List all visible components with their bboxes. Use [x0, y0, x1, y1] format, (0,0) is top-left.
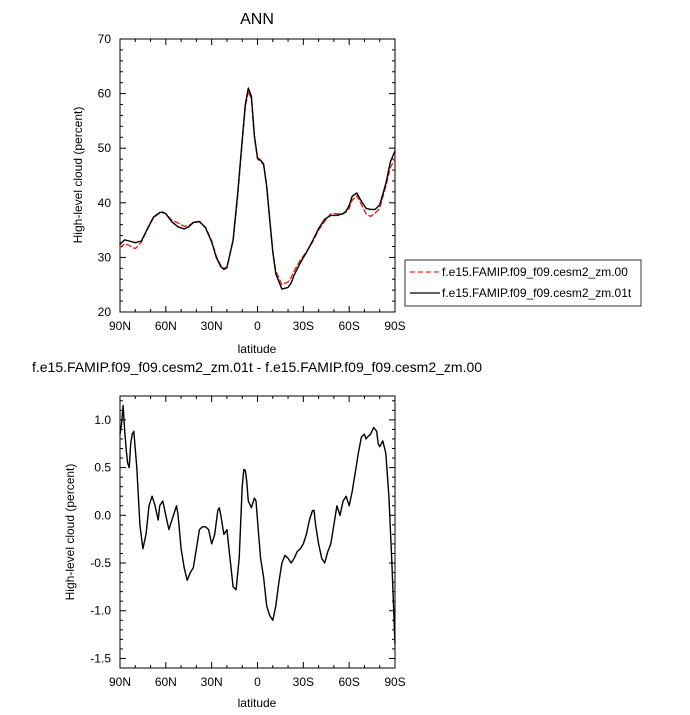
top-chart-title: ANN: [240, 11, 274, 28]
y-tick-label: -1.5: [90, 651, 111, 665]
x-tick-label: 60S: [338, 675, 359, 689]
y-tick-label: -1.0: [90, 604, 111, 618]
y-tick-label: -0.5: [90, 556, 111, 570]
bottom-y-axis-label: High-level cloud (percent): [63, 464, 77, 601]
y-tick-label: 30: [98, 250, 112, 264]
x-tick-label: 90N: [109, 319, 131, 333]
x-tick-label: 0: [254, 319, 261, 333]
bottom-chart-title: f.e15.FAMIP.f09_f09.cesm2_zm.01t - f.e15…: [32, 359, 482, 375]
series-line-1: [119, 87, 396, 290]
x-tick-label: 30S: [293, 319, 314, 333]
bottom-chart: f.e15.FAMIP.f09_f09.cesm2_zm.01t - f.e15…: [32, 359, 482, 710]
top-x-axis-label: latitude: [238, 342, 277, 356]
bottom-series-lines: [119, 404, 396, 645]
top-y-axis-label: High-level cloud (percent): [71, 107, 85, 244]
x-tick-label: 30N: [201, 319, 223, 333]
legend-label-series-00: f.e15.FAMIP.f09_f09.cesm2_zm.00: [442, 265, 628, 279]
series-line-0: [119, 404, 396, 645]
x-tick-label: 60N: [155, 675, 177, 689]
y-tick-label: 20: [98, 305, 112, 319]
x-tick-label: 30N: [201, 675, 223, 689]
y-tick-label: 70: [98, 32, 112, 46]
y-tick-label: 0.5: [94, 461, 111, 475]
y-tick-label: 1.0: [94, 413, 111, 427]
x-tick-label: 0: [254, 675, 261, 689]
x-tick-label: 90N: [109, 675, 131, 689]
x-tick-label: 30S: [293, 675, 314, 689]
y-tick-label: 60: [98, 87, 112, 101]
legend-label-series-01t: f.e15.FAMIP.f09_f09.cesm2_zm.01t: [442, 286, 632, 300]
top-chart: ANN 90N 60N 30N 0 30S 60S 90S 20 30 40 50 60 70 lati…: [71, 11, 642, 356]
y-tick-label: 50: [98, 141, 112, 155]
bottom-axis-ticks: 90N 60N 30N 0 30S 60S 90S -1.5 -1.0 -0.5 0.0 0.5 1.0: [90, 396, 406, 689]
x-tick-label: 60S: [338, 319, 359, 333]
top-axis-ticks: 90N 60N 30N 0 30S 60S 90S 20 30 40 50 60 70: [98, 32, 406, 333]
legend: f.e15.FAMIP.f09_f09.cesm2_zm.00 f.e15.FA…: [404, 259, 642, 307]
x-tick-label: 90S: [384, 319, 405, 333]
bottom-x-axis-label: latitude: [238, 696, 277, 710]
series-line-0: [119, 90, 396, 286]
legend-box: [404, 259, 642, 307]
top-series-lines: [119, 87, 396, 290]
y-tick-label: 40: [98, 196, 112, 210]
y-tick-label: 0.0: [94, 508, 111, 522]
x-tick-label: 60N: [155, 319, 177, 333]
x-tick-label: 90S: [384, 675, 405, 689]
